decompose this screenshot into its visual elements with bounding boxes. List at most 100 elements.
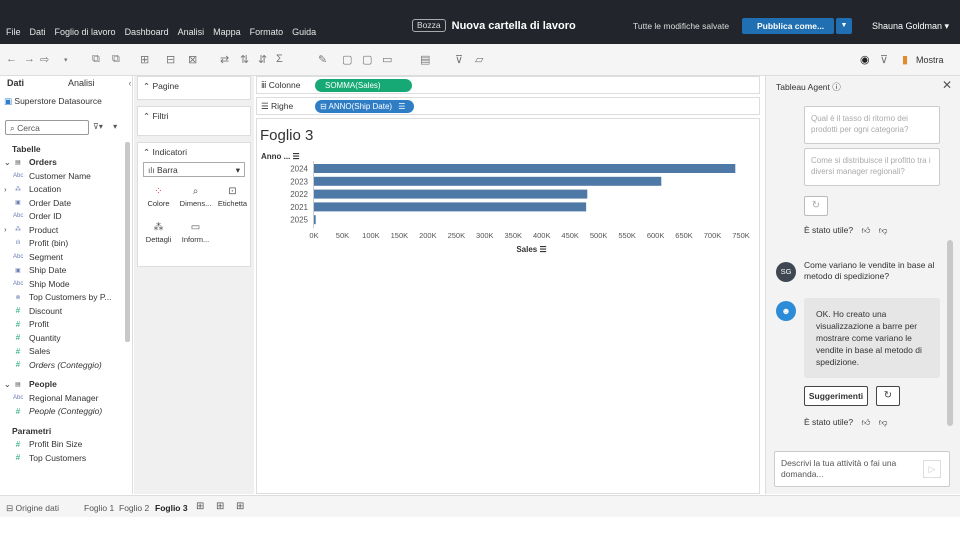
duplicate-sheet-icon[interactable]: ⊟ [166,54,176,66]
sort-desc-icon[interactable]: ⇵ [258,54,268,66]
new-worksheet-icon[interactable]: ⊞ [196,501,205,512]
menu-analysis[interactable]: Analisi [177,27,205,37]
show-me-icon[interactable]: ▮ [902,54,909,66]
bar[interactable] [314,215,316,225]
rows-shelf[interactable]: ☰ Righe ⊟ ANNO(Ship Date) ☰ [256,97,760,115]
columns-shelf[interactable]: ⅲ Colonne SOMMA(Sales) [256,76,760,94]
present-icon[interactable]: ▤ [420,54,431,66]
tooltip-button[interactable]: ▭ Inform... [177,219,214,255]
field-item[interactable]: # Discount [0,304,126,318]
agent-icon[interactable]: ◉ [860,54,870,66]
field-item[interactable]: › ⁂ Location [4,184,62,195]
pane-menu-icon[interactable]: ▾ [113,122,118,131]
agent-scrollbar[interactable] [947,240,953,426]
agent-input[interactable]: Descrivi la tua attività o fai una doman… [774,451,950,487]
send-icon[interactable]: ▷ [923,460,941,478]
detail-button[interactable]: ⁂ Dettagli [140,219,177,255]
menu-file[interactable]: File [6,27,21,37]
menu-data[interactable]: Dati [29,27,46,37]
new-sheet-icon[interactable]: ⊞ [140,54,150,66]
tooltip-icon[interactable]: ⊽ [455,54,464,66]
field-item[interactable]: ılı Profit (bin) [0,237,126,251]
field-item[interactable]: Abc Order ID [13,211,62,222]
field-item[interactable]: ▣ Ship Date [0,264,126,278]
swap-icon[interactable]: ⇄ [220,54,230,66]
filters-card[interactable]: ⌃ Filtri [137,106,251,136]
new-dashboard-icon[interactable]: ⊞ [216,501,225,512]
sheet-title[interactable]: Foglio 3 [260,127,314,144]
sort-asc-icon[interactable]: ⇅ [240,54,250,66]
replay-icon[interactable]: ⇨ [40,54,50,66]
table-item[interactable]: ⌄ ▤ Orders [4,157,57,168]
columns-pill[interactable]: SOMMA(Sales) [315,79,412,92]
format-icon[interactable]: ▢ [362,54,373,66]
suggestions-button[interactable]: Suggerimenti [804,386,868,406]
field-item[interactable]: › ⁂ Product [4,224,59,235]
new-datasource-icon[interactable]: ⧉ [92,53,100,65]
publish-button[interactable]: Pubblica come... [742,18,834,34]
comment-icon[interactable]: ▱ [475,54,484,66]
tab-sheet-2[interactable]: Foglio 2 [119,503,150,513]
pages-card[interactable]: ⌃ Pagine [137,76,251,100]
parameter-item[interactable]: # Profit Bin Size [0,438,126,452]
new-story-icon[interactable]: ⊞ [236,501,245,512]
field-item[interactable]: Abc Regional Manager [13,392,99,403]
collapse-pane-icon[interactable]: ‹ [128,78,132,88]
menu-help[interactable]: Guida [292,27,317,37]
undo-icon[interactable]: ← [6,53,17,65]
color-button[interactable]: ⁘ Colore [140,183,177,219]
data-pane-scrollbar[interactable] [125,142,130,342]
field-item[interactable]: # Sales [0,345,126,359]
tab-data-source[interactable]: ⊟ Origine dati [6,503,59,513]
close-icon[interactable]: ✕ [942,78,953,92]
field-item[interactable]: # Quantity [0,331,126,345]
publish-dropdown-button[interactable]: ▼ [836,18,852,34]
mark-type-select[interactable]: ılı Barra ▾ [143,162,245,177]
filter-icon[interactable]: ⊽▾ [93,122,103,131]
refresh-icon[interactable]: ↻ [804,196,828,216]
bar[interactable] [314,164,736,173]
regenerate-icon[interactable]: ↻ [876,386,900,406]
bar[interactable] [314,189,588,199]
highlight-icon[interactable]: ✎ [318,54,328,66]
tab-sheet-3[interactable]: Foglio 3 [155,503,188,513]
suggestion-card-1[interactable]: Qual è il tasso di ritorno dei prodotti … [804,106,940,144]
menu-dashboard[interactable]: Dashboard [124,27,169,37]
rows-pill[interactable]: ⊟ ANNO(Ship Date) ☰ [315,100,414,113]
size-button[interactable]: ⌕ Dimens... [177,183,214,219]
bar[interactable] [314,176,662,186]
suggestion-card-2[interactable]: Come si distribuisce il profitto tra i d… [804,148,940,186]
thumbs-up-icon[interactable]: 👍︎ [861,417,871,427]
parameter-item[interactable]: # Top Customers [0,451,126,465]
bar[interactable] [314,202,587,212]
thumbs-down-icon[interactable]: 👎︎ [878,225,888,235]
search-input[interactable]: ⌕ Cerca [5,120,89,135]
menu-format[interactable]: Formato [249,27,284,37]
label-button[interactable]: ⊡ Etichetta [214,183,251,219]
tab-sheet-1[interactable]: Foglio 1 [84,503,115,513]
datasource-item[interactable]: ▣ Superstore Datasource [4,96,102,106]
field-item[interactable]: ▣ Order Date [0,196,126,210]
share-icon[interactable]: ⊽ [880,54,889,66]
menu-worksheet[interactable]: Foglio di lavoro [54,27,116,37]
pause-updates-icon[interactable]: ⧉ [112,53,120,65]
totals-icon[interactable]: Σ [276,53,283,65]
field-item[interactable]: # Profit [0,318,126,332]
fit-icon[interactable]: ▭ [382,54,393,66]
thumbs-up-icon[interactable]: 👍︎ [861,225,871,235]
thumbs-down-icon[interactable]: 👎︎ [878,417,888,427]
show-me-button[interactable]: Mostra [916,55,944,65]
tab-data[interactable]: Dati [7,78,25,88]
field-item[interactable]: # Orders (Conteggio) [0,358,126,372]
user-menu[interactable]: Shauna Goldman ▾ [872,21,950,31]
field-item[interactable]: # People (Conteggio) [0,405,126,419]
field-item[interactable]: ⊗ Top Customers by P... [0,291,126,305]
redo-icon[interactable]: → [24,53,35,65]
field-item[interactable]: Abc Customer Name [13,170,91,181]
chevron-down-icon[interactable]: ▾ [64,57,68,64]
field-item[interactable]: Abc Segment [13,251,64,262]
clear-sheet-icon[interactable]: ⊠ [188,54,198,66]
tab-analytics[interactable]: Analisi [68,78,95,88]
menu-map[interactable]: Mappa [213,27,241,37]
